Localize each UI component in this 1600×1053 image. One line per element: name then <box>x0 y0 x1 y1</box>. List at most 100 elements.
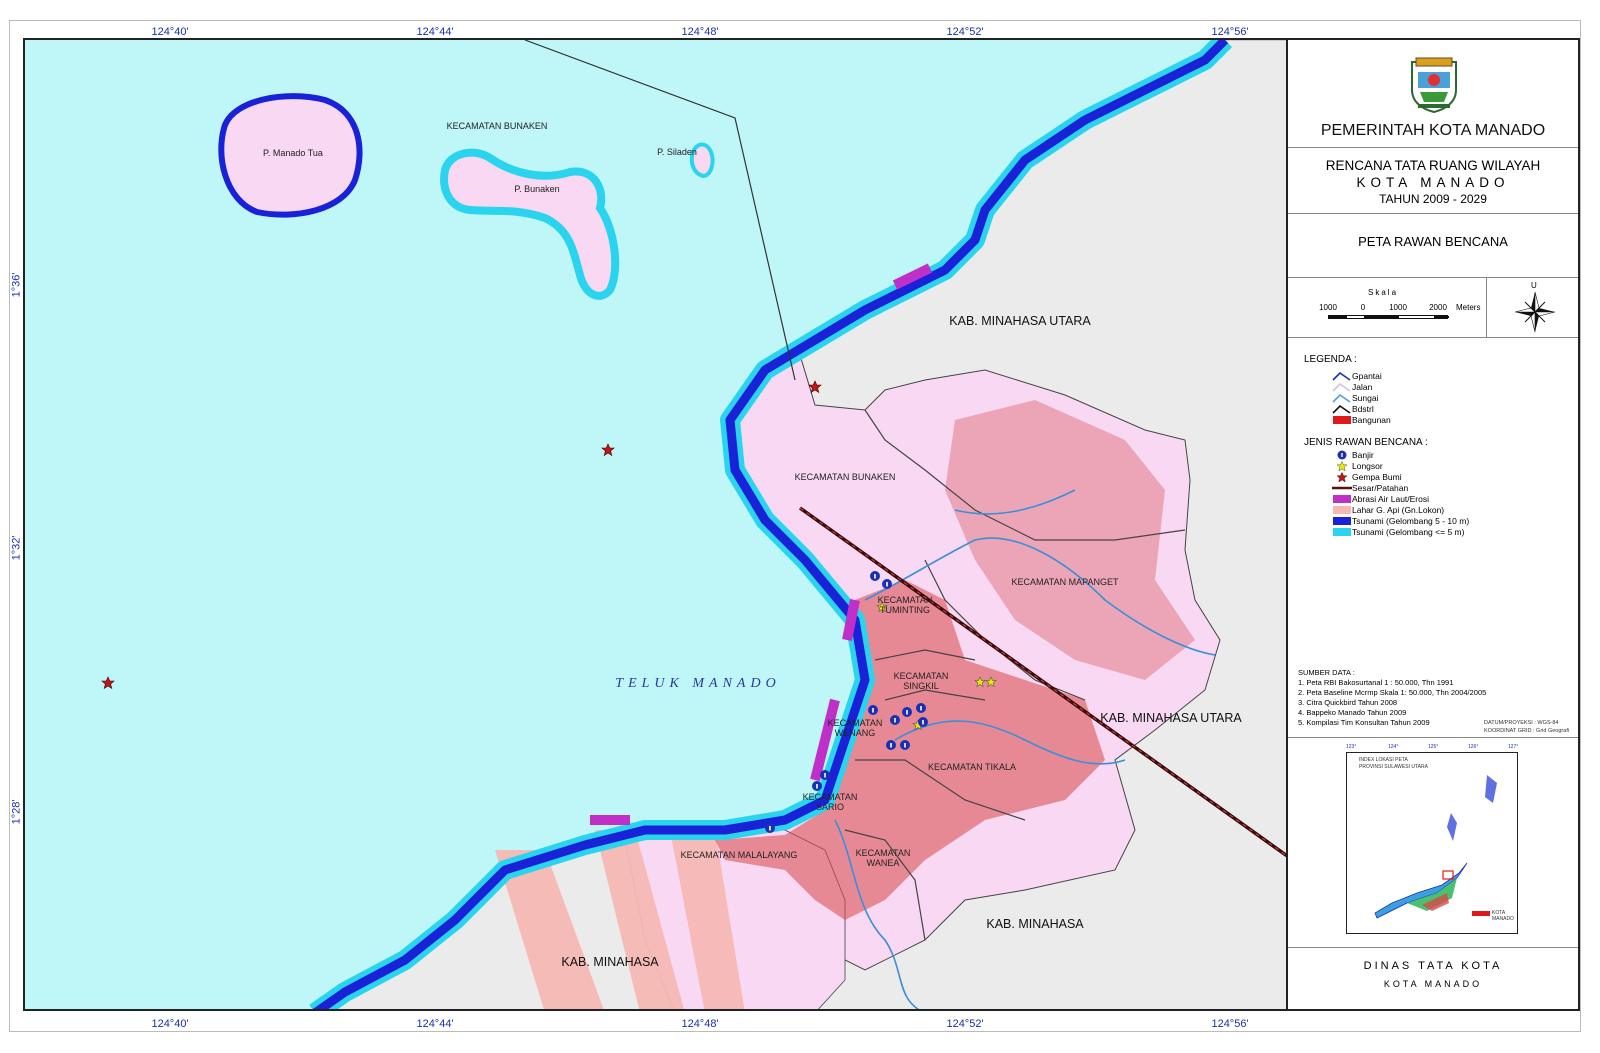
source-item: 1. Peta RBI Bakosurtanal 1 : 50.000, Thn… <box>1298 678 1454 687</box>
government-title: PEMERINTAH KOTA MANADO <box>1320 122 1546 139</box>
flood-marker <box>820 770 830 780</box>
scale-tick: 2000 <box>1429 303 1447 312</box>
river-icon <box>1332 393 1351 403</box>
index-map: INDEX LOKASI PETA PROVINSI SULAWESI UTAR… <box>1346 752 1518 934</box>
label-kecamatan-wenang-2: WENANG <box>834 728 876 738</box>
legend-item: Tsunami (Gelombang <= 5 m) <box>1332 527 1572 538</box>
lahar-zone <box>495 850 604 1009</box>
flood-markers <box>765 571 928 833</box>
north-arrow: U <box>1486 278 1579 338</box>
label-p-bunaken: P. Bunaken <box>514 184 560 194</box>
earthquake-star <box>808 380 822 394</box>
admin-boundary-sea <box>524 40 796 381</box>
agency-name: DINAS TATA KOTA <box>1363 960 1503 972</box>
flood-marker <box>812 781 822 791</box>
grid-tick-left: 1°36' <box>10 272 23 298</box>
plan-title-line-1: RENCANA TATA RUANG WILAYAH <box>1325 158 1541 173</box>
lahar-zone <box>670 830 745 1009</box>
legend-item: Gpantai <box>1332 371 1572 382</box>
index-legend-label: KOTA MANADO <box>1492 910 1514 922</box>
theme-section: PETA RAWAN BENCANA <box>1288 214 1578 278</box>
legend-item: Abrasi Air Laut/Erosi <box>1332 494 1572 505</box>
label-kecamatan-wanea-2: WANEA <box>866 858 900 868</box>
fault-line <box>798 506 1286 858</box>
earthquake-markers <box>101 380 822 690</box>
datum-projection: DATUM/PROYEKSI : WGS-84 <box>1484 720 1559 726</box>
flood-marker <box>890 715 900 725</box>
label-kecamatan-singkil-2: SINGKIL <box>903 681 939 691</box>
flood-marker <box>916 703 926 713</box>
legend-item: Tsunami (Gelombang 5 - 10 m) <box>1332 516 1572 527</box>
fault-icon <box>1332 486 1352 490</box>
legend-panel: PEMERINTAH KOTA MANADO RENCANA TATA RUAN… <box>1288 38 1580 1011</box>
index-map-section: INDEX LOKASI PETA PROVINSI SULAWESI UTAR… <box>1288 738 1578 948</box>
label-kab-minahasa-utara-right: KAB. MINAHASA UTARA <box>1100 711 1242 725</box>
legend-item: Bdstrl <box>1332 404 1572 415</box>
label-kecamatan-sario-2: SARIO <box>815 802 845 812</box>
landslide-markers <box>876 601 997 731</box>
label-kab-minahasa-right: KAB. MINAHASA <box>986 917 1084 931</box>
landslide-icon <box>1336 461 1348 471</box>
label-kecamatan-singkil: KECAMATAN <box>893 671 949 681</box>
label-p-siladen: P. Siladen <box>657 147 697 157</box>
city-coat-of-arms-icon <box>1411 57 1457 114</box>
grid-tick-top: 124°52' <box>946 26 984 38</box>
abrasion-segment <box>810 698 840 782</box>
grid-tick-left: 1°32' <box>10 535 23 561</box>
hazard-map[interactable] <box>25 40 1288 1011</box>
legend-item: Gempa Bumi <box>1332 472 1572 483</box>
source-item: 3. Citra Quickbird Tahun 2008 <box>1298 698 1398 707</box>
legend-item: Jalan <box>1332 382 1572 393</box>
label-kecamatan-tikala: KECAMATAN TIKALA <box>927 762 1017 772</box>
abrasion-segment <box>892 263 933 290</box>
flood-marker <box>902 707 912 717</box>
index-map-drawing <box>1374 775 1497 919</box>
footer-section: DINAS TATA KOTA KOTA MANADO <box>1288 948 1578 1011</box>
grid-tick-bottom: 124°40' <box>151 1018 189 1030</box>
island-siladen <box>689 142 715 179</box>
index-tick: 125° <box>1428 744 1439 750</box>
map-sheet-border <box>9 20 1581 1032</box>
flood-marker <box>765 823 775 833</box>
legend-item: Lahar G. Api (Gn.Lokon) <box>1332 505 1572 516</box>
map-frame[interactable]: P. Manado Tua KECAMATAN BUNAKEN P. Bunak… <box>23 38 1288 1011</box>
tsunami-low-icon <box>1333 528 1351 536</box>
flood-icon <box>1337 450 1347 460</box>
index-tick: 127° <box>1508 744 1519 750</box>
label-kecamatan-bunaken: KECAMATAN BUNAKEN <box>794 472 896 482</box>
map-theme-title: PETA RAWAN BENCANA <box>1358 234 1508 249</box>
scale-section: Skala 1000 0 1000 2000 Meters U <box>1288 278 1578 338</box>
grid-tick-top: 124°48' <box>681 26 719 38</box>
scale-bar <box>1328 315 1449 319</box>
source-title: SUMBER DATA : <box>1298 668 1355 677</box>
plan-title-section: RENCANA TATA RUANG WILAYAH KOTA MANADO T… <box>1288 148 1578 214</box>
source-item: 5. Kompilasi Tim Konsultan Tahun 2009 <box>1298 718 1430 727</box>
label-p-manado-tua: P. Manado Tua <box>263 148 323 158</box>
tsunami-high-icon <box>1333 517 1351 525</box>
lahar-icon <box>1333 506 1351 514</box>
grid-tick-bottom: 124°56' <box>1211 1018 1249 1030</box>
scale-unit: Meters <box>1456 303 1481 312</box>
title-section: PEMERINTAH KOTA MANADO <box>1288 40 1578 148</box>
index-tick: 124° <box>1388 744 1399 750</box>
flood-marker <box>918 717 928 727</box>
label-kab-minahasa-utara-top: KAB. MINAHASA UTARA <box>949 314 1091 328</box>
index-tick: 123° <box>1346 744 1357 750</box>
plan-title-line-3: TAHUN 2009 - 2029 <box>1379 192 1487 206</box>
agency-city: KOTA MANADO <box>1383 979 1483 989</box>
island-manado-tua <box>218 93 363 218</box>
tsunami-high-band <box>312 40 1229 1009</box>
road-icon <box>1332 382 1351 392</box>
earthquake-star <box>601 443 615 457</box>
label-kecamatan-wenang: KECAMATAN <box>827 718 883 728</box>
lahar-zone <box>595 830 684 1009</box>
landslide-star <box>985 676 997 688</box>
datum-grid: KOORDINAT GRID : Grid Geografi <box>1484 728 1570 734</box>
hazard-legend-title: JENIS RAWAN BENCANA : <box>1304 437 1428 448</box>
label-kecamatan-sario: KECAMATAN <box>802 792 858 802</box>
label-kecamatan-bunaken-sea: KECAMATAN BUNAKEN <box>446 121 548 131</box>
legend-item: Longsor <box>1332 461 1572 472</box>
compass-rose-icon <box>1515 291 1555 333</box>
grid-tick-bottom: 124°44' <box>416 1018 454 1030</box>
scale-tick: 0 <box>1360 303 1366 312</box>
